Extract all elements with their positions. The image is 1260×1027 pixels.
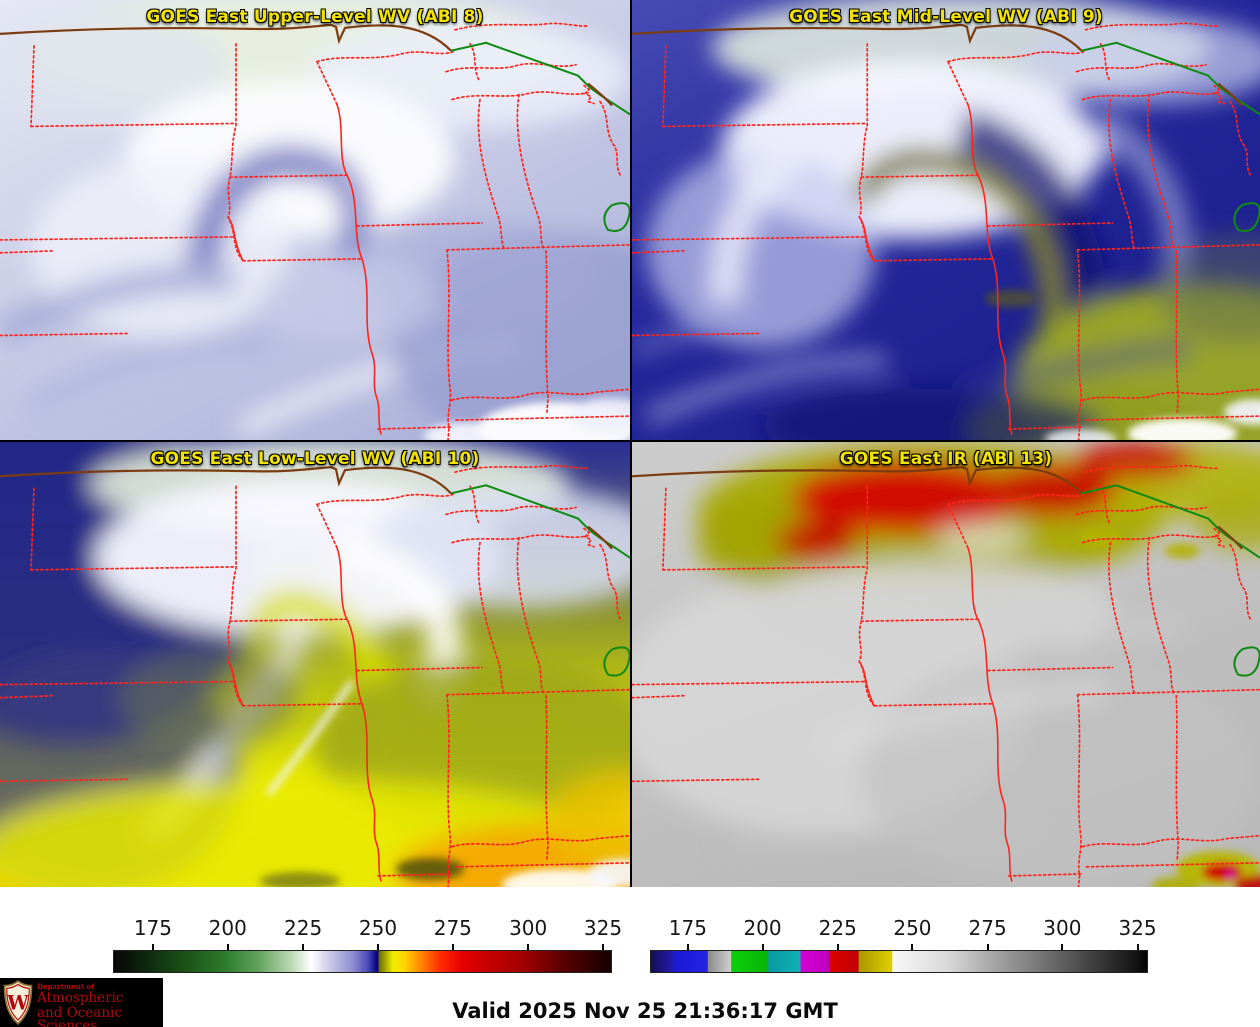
uw-aos-logo-text: Department of Atmospheric and Oceanic Sc… (37, 983, 163, 1027)
ir-image (632, 442, 1260, 887)
colorbar-tick-label: 275 (968, 916, 1007, 940)
panel-mid-level-wv[interactable]: GOES East Mid-Level WV (ABI 9) (632, 0, 1260, 440)
panel-title-mid-wv: GOES East Mid-Level WV (ABI 9) (789, 7, 1103, 27)
colorbar-tick-mark (226, 944, 229, 950)
mid-level-wv-image (632, 0, 1260, 440)
colorbar-tick-mark (911, 944, 914, 950)
colorbar-tick-mark (527, 944, 530, 950)
wv-colorbar (113, 950, 612, 973)
colorbar-tick-mark (376, 944, 379, 950)
colorbar-tick-label: 275 (433, 916, 472, 940)
colorbar-tick-label: 250 (893, 916, 932, 940)
colorbar-tick-mark (1136, 944, 1139, 950)
panel-low-level-wv[interactable]: GOES East Low-Level WV (ABI 10) (0, 442, 630, 887)
colorbar-tick-mark (302, 944, 305, 950)
colorbar-tick-mark (761, 944, 764, 950)
colorbar-tick-label: 325 (583, 916, 623, 940)
colorbar-tick-label: 175 (668, 916, 707, 940)
colorbar-tick-label: 225 (284, 916, 323, 940)
upper-level-wv-image (0, 0, 630, 440)
colorbar-tick-label: 325 (1118, 916, 1157, 940)
colorbar-tick-label: 300 (1043, 916, 1082, 940)
svg-text:W: W (6, 991, 29, 1014)
colorbar-tick-mark (602, 944, 605, 950)
colorbar-tick-label: 250 (358, 916, 398, 940)
panel-title-upper-wv: GOES East Upper-Level WV (ABI 8) (146, 7, 484, 27)
low-level-wv-image (0, 442, 630, 887)
colorbar-tick-mark (686, 944, 689, 950)
colorbar-tick-mark (151, 944, 154, 950)
logo-dept-of: Department of (37, 982, 95, 991)
colorbar-tick-mark (451, 944, 454, 950)
colorbar-tick-mark (836, 944, 839, 950)
uw-crest-icon: W (3, 980, 33, 1025)
panel-title-low-wv: GOES East Low-Level WV (ABI 10) (150, 449, 480, 469)
colorbar-tick-mark (986, 944, 989, 950)
ir-colorbar-group: 175 200 225 250 275 300 325 (650, 916, 1157, 978)
uw-aos-logo[interactable]: W Department of Atmospheric and Oceanic … (0, 978, 163, 1027)
colorbar-tick-mark (1061, 944, 1064, 950)
colorbar-tick-label: 200 (208, 916, 247, 940)
ir-colorbar (650, 950, 1148, 973)
colorbar-tick-label: 225 (818, 916, 857, 940)
logo-line-oceanic: and Oceanic Sciences (37, 1004, 122, 1027)
panel-ir[interactable]: GOES East IR (ABI 13) (632, 442, 1260, 887)
valid-timestamp: Valid 2025 Nov 25 21:36:17 GMT (452, 999, 838, 1023)
logo-line-atmospheric: Atmospheric (37, 990, 124, 1006)
colorbar-tick-label: 200 (743, 916, 782, 940)
panel-title-ir: GOES East IR (ABI 13) (839, 449, 1053, 469)
colorbar-tick-label: 300 (509, 916, 548, 940)
panel-upper-level-wv[interactable]: GOES East Upper-Level WV (ABI 8) (0, 0, 630, 440)
imagery-grid: GOES East Upper-Level WV (ABI 8) (0, 0, 1260, 887)
colorbar-tick-label: 175 (133, 916, 172, 940)
wv-colorbar-group: 175 200 225 250 275 300 325 (113, 916, 622, 978)
